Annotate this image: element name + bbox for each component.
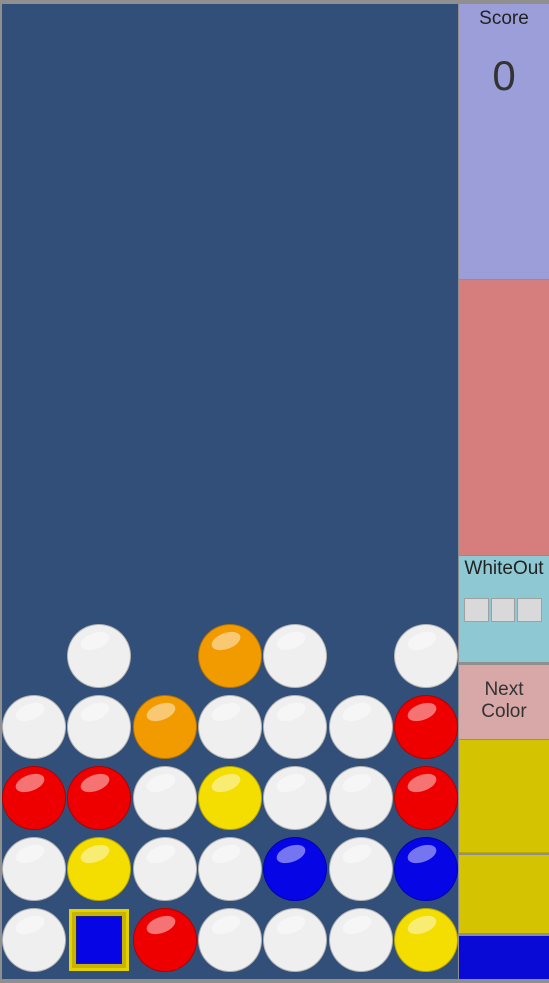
- game-board[interactable]: [2, 4, 458, 979]
- blue-ball[interactable]: [263, 837, 327, 901]
- whiteout-label: WhiteOut: [459, 558, 549, 580]
- red-ball[interactable]: [67, 766, 131, 830]
- white-ball[interactable]: [133, 766, 197, 830]
- yellow-ball[interactable]: [198, 766, 262, 830]
- red-ball[interactable]: [394, 695, 458, 759]
- white-ball[interactable]: [329, 908, 393, 972]
- yellow-ball[interactable]: [394, 908, 458, 972]
- side-panel: Score 0 WhiteOut Next Color: [459, 4, 549, 979]
- red-ball[interactable]: [133, 908, 197, 972]
- white-ball[interactable]: [329, 695, 393, 759]
- white-ball[interactable]: [2, 908, 66, 972]
- blue-ball[interactable]: [394, 837, 458, 901]
- yellow-ball[interactable]: [67, 837, 131, 901]
- white-ball[interactable]: [67, 695, 131, 759]
- white-ball[interactable]: [263, 695, 327, 759]
- whiteout-slot: [491, 598, 516, 622]
- white-ball[interactable]: [67, 624, 131, 688]
- next-color-swatch-3: [459, 936, 549, 979]
- white-ball[interactable]: [263, 624, 327, 688]
- score-label: Score: [459, 8, 549, 30]
- red-ball[interactable]: [2, 766, 66, 830]
- white-ball[interactable]: [329, 837, 393, 901]
- red-ball[interactable]: [394, 766, 458, 830]
- whiteout-slot: [517, 598, 542, 622]
- orange-ball[interactable]: [133, 695, 197, 759]
- next-color-panel: Next Color: [459, 665, 549, 739]
- white-ball[interactable]: [198, 837, 262, 901]
- white-ball[interactable]: [263, 766, 327, 830]
- white-ball[interactable]: [198, 908, 262, 972]
- score-panel: Score 0: [459, 4, 549, 279]
- whiteout-panel[interactable]: WhiteOut: [459, 556, 549, 662]
- selection-cursor[interactable]: [69, 909, 129, 971]
- score-value: 0: [459, 52, 549, 100]
- next-color-swatch-1: [459, 740, 549, 853]
- cursor-block: [76, 916, 122, 964]
- white-ball[interactable]: [394, 624, 458, 688]
- status-panel: [459, 280, 549, 555]
- white-ball[interactable]: [329, 766, 393, 830]
- white-ball[interactable]: [198, 695, 262, 759]
- next-color-label: Next Color: [459, 679, 549, 723]
- white-ball[interactable]: [263, 908, 327, 972]
- white-ball[interactable]: [2, 695, 66, 759]
- white-ball[interactable]: [133, 837, 197, 901]
- whiteout-slots: [464, 598, 544, 622]
- orange-ball[interactable]: [198, 624, 262, 688]
- whiteout-slot: [464, 598, 489, 622]
- white-ball[interactable]: [2, 837, 66, 901]
- next-color-swatch-2: [459, 855, 549, 933]
